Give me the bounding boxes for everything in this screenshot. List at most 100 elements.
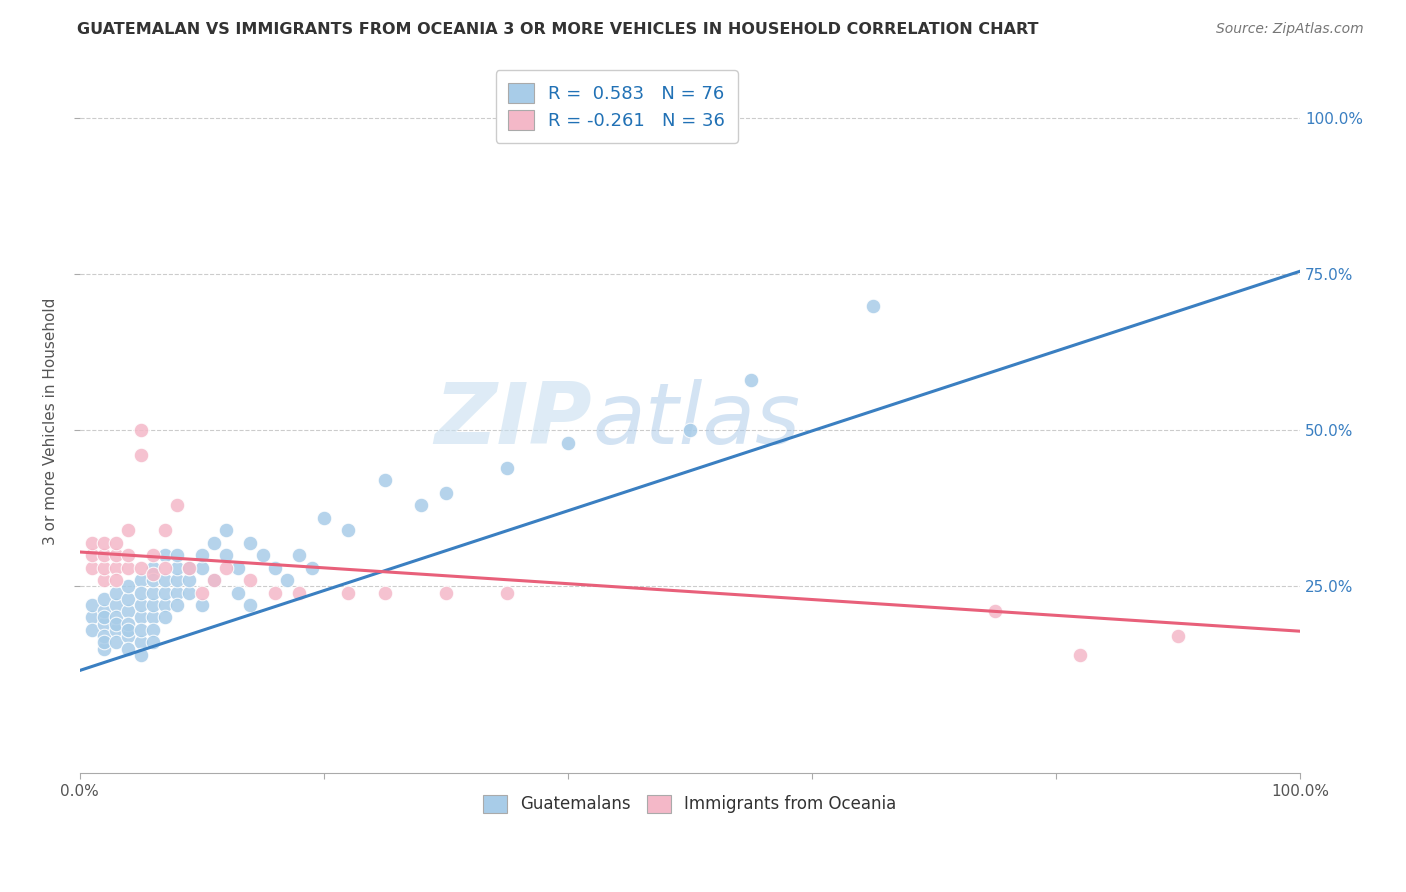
Text: GUATEMALAN VS IMMIGRANTS FROM OCEANIA 3 OR MORE VEHICLES IN HOUSEHOLD CORRELATIO: GUATEMALAN VS IMMIGRANTS FROM OCEANIA 3 …	[77, 22, 1039, 37]
Point	[166, 560, 188, 574]
Y-axis label: 3 or more Vehicles in Household: 3 or more Vehicles in Household	[44, 297, 58, 545]
Point	[679, 423, 702, 437]
Point	[129, 423, 152, 437]
Point	[166, 548, 188, 562]
Point	[93, 560, 115, 574]
Point	[105, 610, 128, 624]
Point	[93, 591, 115, 606]
Point	[337, 523, 360, 537]
Point	[117, 616, 139, 631]
Point	[264, 585, 287, 599]
Point	[495, 585, 517, 599]
Point	[142, 585, 165, 599]
Point	[117, 641, 139, 656]
Point	[93, 610, 115, 624]
Point	[411, 498, 433, 512]
Point	[202, 573, 225, 587]
Point	[129, 585, 152, 599]
Point	[142, 560, 165, 574]
Point	[117, 560, 139, 574]
Point	[202, 535, 225, 549]
Point	[190, 585, 212, 599]
Point	[80, 623, 103, 637]
Point	[1167, 629, 1189, 643]
Point	[129, 648, 152, 662]
Point	[862, 299, 884, 313]
Point	[239, 573, 262, 587]
Point	[215, 560, 238, 574]
Point	[117, 579, 139, 593]
Point	[105, 560, 128, 574]
Point	[93, 573, 115, 587]
Point	[239, 598, 262, 612]
Text: Source: ZipAtlas.com: Source: ZipAtlas.com	[1216, 22, 1364, 37]
Point	[226, 560, 249, 574]
Point	[129, 635, 152, 649]
Point	[264, 560, 287, 574]
Point	[276, 573, 298, 587]
Point	[166, 598, 188, 612]
Point	[105, 535, 128, 549]
Point	[105, 623, 128, 637]
Point	[337, 585, 360, 599]
Point	[80, 560, 103, 574]
Point	[166, 573, 188, 587]
Point	[93, 548, 115, 562]
Point	[129, 560, 152, 574]
Point	[202, 573, 225, 587]
Point	[93, 641, 115, 656]
Point	[105, 635, 128, 649]
Point	[239, 535, 262, 549]
Point	[434, 485, 457, 500]
Point	[179, 560, 201, 574]
Point	[80, 610, 103, 624]
Point	[129, 448, 152, 462]
Point	[117, 548, 139, 562]
Point	[153, 548, 176, 562]
Point	[117, 604, 139, 618]
Point	[434, 585, 457, 599]
Point	[312, 510, 335, 524]
Point	[117, 629, 139, 643]
Point	[153, 610, 176, 624]
Point	[105, 616, 128, 631]
Point	[374, 473, 396, 487]
Point	[129, 598, 152, 612]
Legend: Guatemalans, Immigrants from Oceania: Guatemalans, Immigrants from Oceania	[472, 783, 908, 825]
Point	[179, 573, 201, 587]
Point	[117, 591, 139, 606]
Point	[495, 460, 517, 475]
Point	[93, 604, 115, 618]
Point	[142, 623, 165, 637]
Point	[288, 548, 311, 562]
Point	[166, 498, 188, 512]
Point	[179, 560, 201, 574]
Point	[117, 523, 139, 537]
Text: atlas: atlas	[592, 379, 800, 462]
Point	[166, 585, 188, 599]
Text: ZIP: ZIP	[434, 379, 592, 462]
Point	[1069, 648, 1091, 662]
Point	[105, 573, 128, 587]
Point	[153, 523, 176, 537]
Point	[142, 610, 165, 624]
Point	[153, 598, 176, 612]
Point	[252, 548, 274, 562]
Point	[301, 560, 323, 574]
Point	[142, 566, 165, 581]
Point	[153, 560, 176, 574]
Point	[374, 585, 396, 599]
Point	[142, 548, 165, 562]
Point	[80, 535, 103, 549]
Point	[80, 598, 103, 612]
Point	[93, 635, 115, 649]
Point	[740, 373, 762, 387]
Point	[179, 585, 201, 599]
Point	[153, 585, 176, 599]
Point	[105, 598, 128, 612]
Point	[105, 548, 128, 562]
Point	[105, 585, 128, 599]
Point	[215, 548, 238, 562]
Point	[557, 435, 579, 450]
Point	[129, 610, 152, 624]
